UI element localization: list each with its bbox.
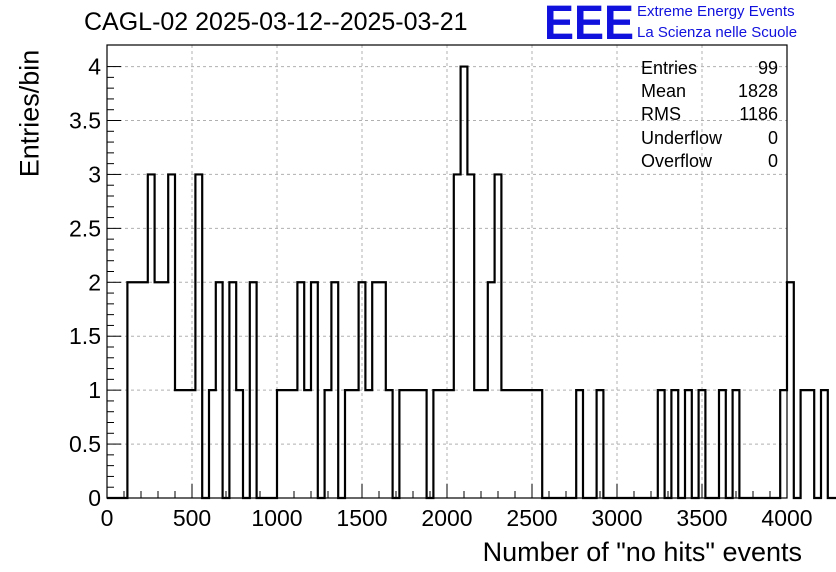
stats-value: 0 (767, 127, 778, 148)
y-tick-label: 0 (88, 485, 101, 511)
x-tick-label: 4000 (761, 505, 812, 531)
y-tick-label: 4 (88, 54, 101, 80)
x-tick-label: 2500 (506, 505, 557, 531)
y-tick-label: 1 (88, 377, 101, 403)
stats-row-mean: Mean 1828 (641, 80, 778, 103)
stats-value: 1828 (737, 81, 778, 102)
stats-row-underflow: Underflow 0 (641, 127, 778, 150)
y-tick-label: 0.5 (69, 431, 101, 457)
x-tick-label: 1000 (251, 505, 302, 531)
x-tick-label: 0 (101, 505, 114, 531)
y-axis-label: Entries/bin (14, 49, 45, 178)
chart-title: CAGL-02 2025-03-12--2025-03-21 (84, 8, 468, 36)
y-tick-label: 1.5 (69, 323, 101, 349)
stats-value: 0 (767, 150, 778, 171)
x-tick-label: 1500 (336, 505, 387, 531)
y-tick-label: 2 (88, 269, 101, 295)
y-tick-label: 3.5 (69, 108, 101, 134)
logo-line-1: Extreme Energy Events (637, 3, 795, 20)
eee-logo-letters: EEE (544, 2, 634, 42)
x-tick-label: 500 (173, 505, 211, 531)
stats-row-overflow: Overflow 0 (641, 150, 778, 173)
stats-label: Entries (641, 58, 698, 78)
plot-frame (106, 44, 788, 499)
stats-label: Mean (641, 81, 687, 102)
stats-row-rms: RMS 1186 (641, 103, 778, 126)
stats-value: 1186 (739, 104, 778, 125)
stats-label: Underflow (641, 127, 723, 148)
y-tick-label: 2.5 (69, 215, 101, 241)
eee-logo: EEE (544, 2, 634, 42)
stats-label: RMS (641, 104, 681, 125)
y-tick-label: 3 (88, 161, 101, 187)
x-tick-label: 3500 (676, 505, 727, 531)
stats-label: Overflow (641, 150, 713, 171)
x-axis-label: Number of "no hits" events (482, 537, 802, 567)
stats-value: 99 (757, 58, 778, 78)
stats-box: Entries 99 Mean 1828 RMS 1186 Underflow … (641, 57, 778, 173)
x-tick-label: 2000 (421, 505, 472, 531)
x-tick-label: 3000 (591, 505, 642, 531)
logo-line-2: La Scienza nelle Scuole (637, 24, 798, 41)
stats-row-entries: Entries 99 (641, 57, 778, 80)
